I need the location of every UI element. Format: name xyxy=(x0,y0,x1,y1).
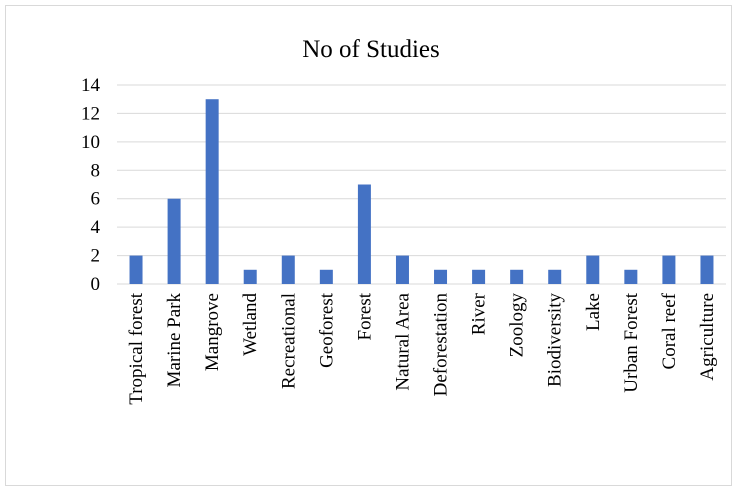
y-tick-label: 4 xyxy=(91,217,101,238)
bar xyxy=(624,269,638,284)
bar xyxy=(167,198,181,284)
x-category-label: Zoology xyxy=(507,293,528,358)
bar xyxy=(510,269,524,284)
bar xyxy=(319,269,333,284)
y-tick-label: 14 xyxy=(81,75,101,96)
bar xyxy=(662,255,676,284)
y-tick-label: 6 xyxy=(91,189,101,210)
bar xyxy=(243,269,257,284)
y-tick-label: 2 xyxy=(91,246,101,267)
x-category-label: Natural Area xyxy=(392,292,413,390)
y-tick-label: 12 xyxy=(81,103,100,124)
x-category-label: Wetland xyxy=(240,293,261,356)
bar xyxy=(395,255,409,284)
bar xyxy=(472,269,486,284)
x-category-label: Coral reef xyxy=(659,292,680,369)
y-tick-label: 0 xyxy=(91,274,101,295)
bar xyxy=(548,269,562,284)
x-category-label: Forest xyxy=(354,292,375,340)
x-category-label: Geoforest xyxy=(316,292,337,368)
x-category-label: Mangrove xyxy=(202,293,223,371)
x-axis-labels: Tropical forest Marine Park Mangrove Wetlan… xyxy=(126,292,718,404)
bar xyxy=(434,269,448,284)
bar xyxy=(129,255,143,284)
x-category-label: Tropical forest xyxy=(126,292,147,404)
bar xyxy=(205,99,219,284)
bars xyxy=(129,99,714,284)
x-category-label: River xyxy=(469,292,490,335)
x-category-label: Biodiversity xyxy=(545,293,566,387)
x-category-label: Marine Park xyxy=(164,293,185,388)
bar xyxy=(700,255,714,284)
x-category-label: Agriculture xyxy=(697,293,718,381)
y-tick-label: 8 xyxy=(91,160,101,181)
y-axis-ticks: 0 2 4 6 8 10 12 14 xyxy=(81,75,101,295)
y-tick-label: 10 xyxy=(81,132,100,153)
bar xyxy=(586,255,600,284)
chart-title: No of Studies xyxy=(302,36,440,63)
x-category-label: Urban Forest xyxy=(621,292,642,392)
x-category-label: Recreational xyxy=(278,293,299,389)
x-category-label: Deforestation xyxy=(431,293,452,397)
bar xyxy=(281,255,295,284)
bar xyxy=(357,184,371,284)
x-category-label: Lake xyxy=(583,293,604,331)
